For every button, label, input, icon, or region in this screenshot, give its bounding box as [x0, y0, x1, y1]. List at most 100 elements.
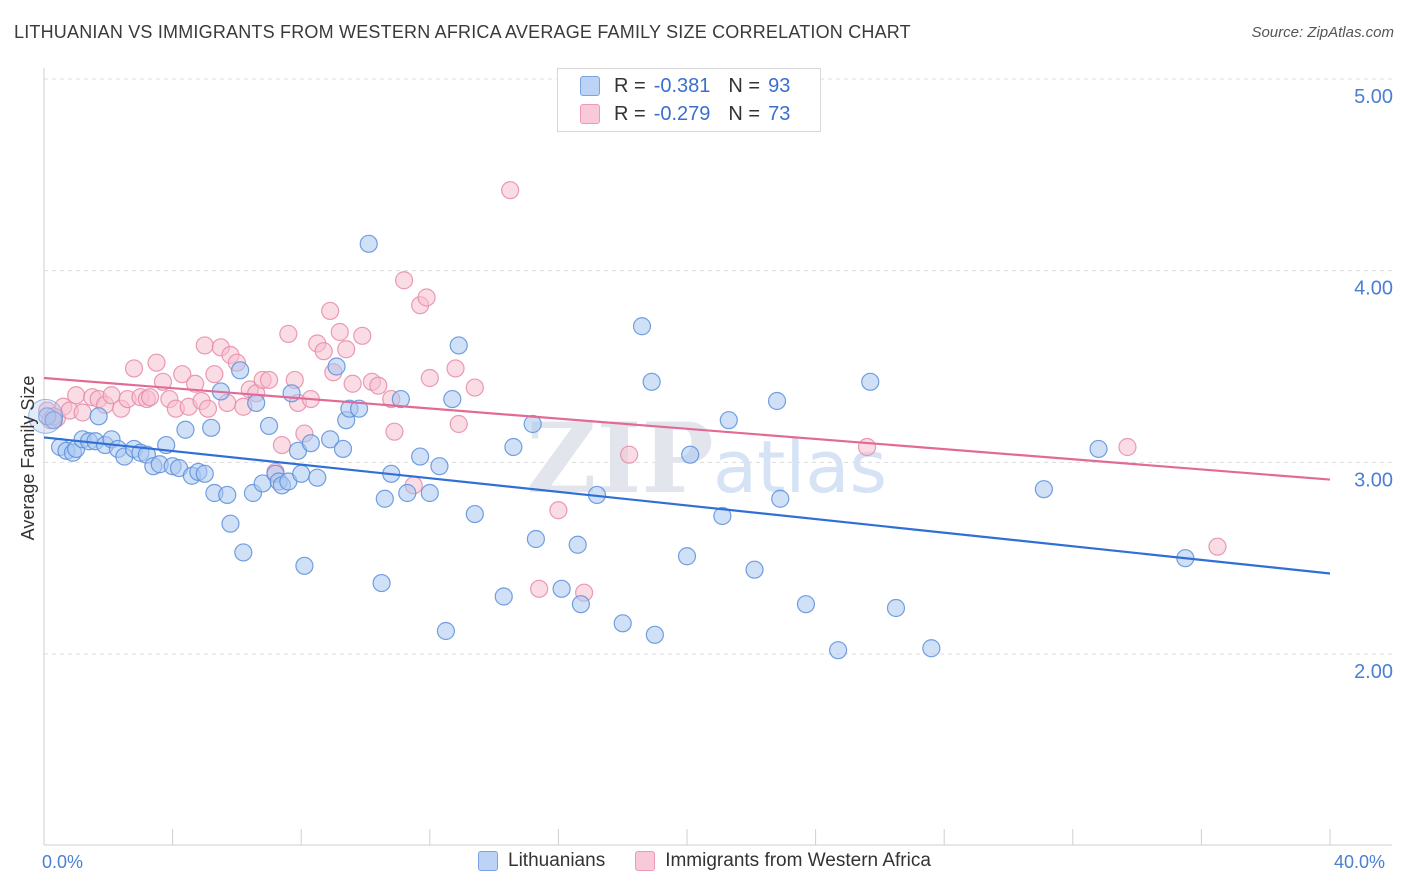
immigrants-point: [321, 301, 340, 321]
lithuanians-point: [767, 391, 787, 411]
lithuanians-point: [677, 547, 697, 566]
lithuanians-point: [28, 398, 64, 434]
lithuanians-point: [526, 529, 545, 549]
y-tick-labels: 2.00 3.00 4.00 5.00: [1354, 86, 1393, 683]
series-legend-lithuanians: Lithuanians: [478, 850, 605, 872]
lithuanians-point: [632, 317, 652, 336]
y-tick-label: 2.00: [1354, 661, 1393, 683]
lithuanians-point: [89, 407, 108, 426]
immigrants-point: [337, 340, 356, 359]
immigrants-point: [530, 579, 549, 598]
legend-n-label: N =: [728, 102, 761, 125]
immigrants-point: [195, 336, 214, 355]
lithuanians-point: [301, 434, 320, 453]
lithuanians-point: [349, 399, 369, 418]
lithuanians-point: [398, 483, 417, 503]
immigrants-point: [394, 271, 414, 290]
legend-n-label: N =: [728, 74, 761, 97]
lithuanians-point: [195, 464, 214, 483]
legend-n-value: 73: [768, 102, 791, 125]
grid-lines: [44, 78, 1392, 655]
immigrants-point: [465, 378, 484, 397]
lithuanians-trend-line: [43, 436, 1331, 575]
lithuanians-point: [642, 372, 661, 391]
lithuanians-point: [861, 372, 880, 391]
immigrants-point: [446, 359, 465, 378]
stats-legend: R = -0.381 N = 93 R = -0.279 N = 73: [557, 68, 821, 132]
series-legend: Lithuanians Immigrants from Western Afri…: [478, 850, 961, 872]
lithuanians-point: [391, 389, 410, 409]
immigrants-point: [205, 365, 224, 384]
legend-r-label: R =: [614, 102, 646, 125]
legend-r-label: R =: [614, 74, 646, 97]
lithuanians-point: [465, 504, 484, 524]
immigrants-point: [124, 359, 144, 378]
series-name-immigrants: Immigrants from Western Africa: [665, 850, 931, 871]
immigrants-point: [140, 388, 160, 407]
immigrants-point: [173, 365, 192, 384]
lithuanians-point: [372, 573, 391, 593]
lithuanians-point: [645, 625, 664, 644]
lithuanians-point: [1034, 480, 1053, 499]
series-lithuanians-points: [28, 234, 1195, 660]
lithuanians-point: [247, 393, 266, 413]
lithuanians-point: [333, 439, 353, 459]
lithuanians-point: [436, 621, 455, 641]
lithuanians-point: [202, 418, 221, 437]
lithuanians-point: [282, 384, 301, 403]
x-tick-min: 0.0%: [42, 852, 84, 872]
lithuanians-point: [922, 639, 941, 658]
immigrants-point: [417, 288, 436, 307]
lithuanians-point: [359, 234, 378, 253]
legend-r-value: -0.381: [653, 74, 711, 97]
lithuanians-point: [886, 598, 906, 618]
immigrants-point: [353, 326, 372, 345]
lithuanians-point: [449, 336, 468, 355]
lithuanians-point: [292, 464, 311, 483]
immigrants-trend-line: [43, 376, 1331, 481]
y-tick-label: 4.00: [1354, 278, 1393, 300]
legend-swatch-pink: [580, 104, 600, 124]
lithuanians-point: [259, 416, 279, 436]
lithuanians-point: [327, 357, 346, 376]
immigrants-point: [272, 435, 292, 455]
legend-row-immigrants: R = -0.279 N = 73: [580, 101, 790, 127]
series-legend-immigrants: Immigrants from Western Africa: [635, 850, 931, 872]
trend-lines: [43, 376, 1331, 575]
lithuanians-point: [218, 485, 237, 505]
immigrants-point: [259, 370, 279, 390]
immigrants-point: [1118, 437, 1137, 457]
immigrants-point: [279, 324, 298, 344]
lithuanians-point: [504, 437, 523, 457]
immigrants-point: [343, 374, 362, 393]
lithuanians-point: [771, 489, 790, 508]
immigrants-point: [620, 445, 639, 464]
lithuanians-point: [1089, 439, 1108, 459]
lithuanians-point: [443, 389, 462, 409]
legend-r-value: -0.279: [653, 102, 711, 125]
immigrants-point: [369, 376, 388, 395]
lithuanians-point: [308, 468, 327, 487]
legend-swatch-blue: [580, 76, 600, 96]
y-tick-label: 5.00: [1354, 86, 1393, 108]
x-tick-max: 40.0%: [1334, 852, 1386, 872]
lithuanians-point: [829, 641, 848, 660]
immigrants-point: [420, 368, 439, 388]
lithuanians-point: [231, 361, 250, 380]
immigrants-point: [67, 386, 86, 405]
immigrants-point: [314, 342, 333, 361]
lithuanians-point: [745, 560, 764, 579]
series-name-lithuanians: Lithuanians: [508, 850, 606, 871]
lithuanians-point: [221, 514, 240, 533]
immigrants-point: [857, 437, 877, 457]
immigrants-point: [147, 353, 166, 372]
legend-n-value: 93: [768, 74, 791, 97]
lithuanians-point: [411, 447, 430, 466]
y-axis-label: Average Family Size: [18, 376, 38, 541]
watermark: ZIP atlas: [526, 402, 887, 515]
source-credit: Source: ZipAtlas.com: [1251, 24, 1394, 41]
immigrants-point: [501, 181, 520, 200]
lithuanians-point: [713, 506, 732, 526]
legend-swatch-blue: [478, 851, 498, 871]
